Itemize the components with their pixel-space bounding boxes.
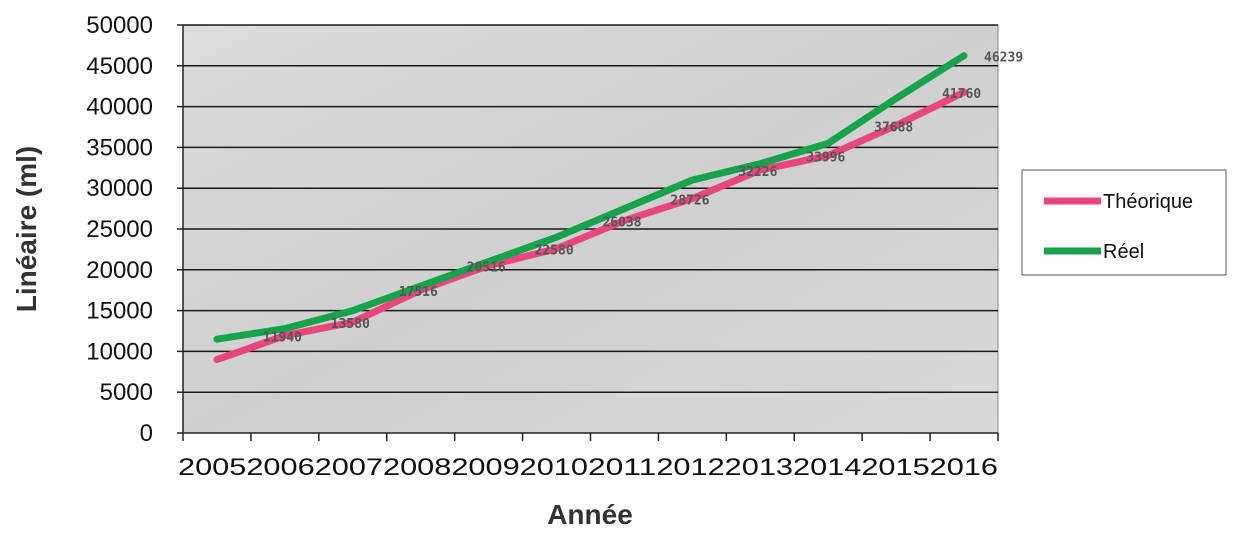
gridlines (183, 24, 998, 393)
x-axis-ticks: 2005 2006 2007 2008 2009 2010 2011 2012 2013 2014… (178, 433, 999, 481)
data-label: 20516 (467, 261, 506, 276)
series-line-theorique (213, 88, 968, 364)
data-labels: 11940 13580 17516 20516 22580 26038 28726 32226… (263, 51, 1023, 346)
x-tick-label: 2006 (246, 454, 314, 481)
data-label: 13580 (331, 317, 370, 332)
x-tick-label: 2009 (451, 454, 519, 481)
data-label: 22580 (535, 244, 574, 259)
y-tick-label: 45000 (86, 53, 153, 80)
y-tick-label: 50000 (86, 12, 153, 39)
data-label: 33996 (806, 151, 845, 166)
y-tick-label: 25000 (86, 216, 153, 243)
x-tick-label: 2010 (520, 454, 588, 481)
legend: Théorique Réel (1021, 169, 1227, 276)
data-label: 41760 (942, 87, 981, 102)
data-label: 11940 (263, 331, 302, 346)
x-axis-title: Année (547, 499, 633, 530)
y-tick-label: 20000 (86, 257, 153, 284)
series-line-reel (213, 52, 968, 343)
x-tick-label: 2015 (861, 454, 929, 481)
data-label: 37688 (874, 120, 913, 135)
y-tick-label: 10000 (86, 338, 153, 365)
legend-label-reel: Réel (1103, 241, 1144, 263)
x-tick-label: 2005 (178, 454, 246, 481)
x-tick-label: 2007 (315, 454, 383, 481)
series-lines (213, 52, 968, 364)
data-label: 26038 (602, 216, 641, 231)
legend-box (1021, 169, 1227, 276)
x-tick-label: 2016 (930, 454, 998, 481)
legend-label-theorique: Théorique (1103, 191, 1193, 213)
y-axis-ticks: 0 5000 10000 15000 20000 25000 30000 35000 40000… (86, 12, 183, 447)
y-tick-label: 15000 (86, 298, 153, 325)
y-axis-title: Linéaire (ml) (11, 146, 42, 312)
y-tick-label: 30000 (86, 175, 153, 202)
y-tick-label: 40000 (86, 94, 153, 121)
data-label: 32226 (738, 165, 777, 180)
data-label-reel-final: 46239 (984, 51, 1023, 66)
x-tick-label: 2011 (588, 454, 656, 481)
data-label: 28726 (670, 194, 709, 209)
y-tick-label: 35000 (86, 134, 153, 161)
y-tick-label: 0 (140, 420, 153, 447)
x-tick-label: 2013 (725, 454, 793, 481)
x-tick-label: 2008 (383, 454, 451, 481)
x-tick-label: 2012 (656, 454, 724, 481)
data-label: 17516 (399, 285, 438, 300)
x-tick-label: 2014 (793, 454, 861, 481)
y-tick-label: 5000 (100, 379, 153, 406)
